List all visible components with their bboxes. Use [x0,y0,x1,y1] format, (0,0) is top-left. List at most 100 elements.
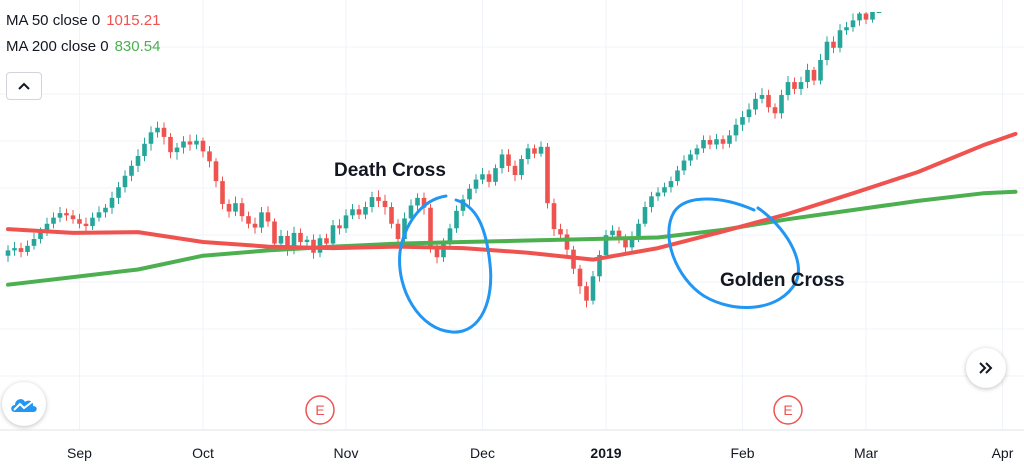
candle-body [441,244,446,258]
candle-body [870,12,875,20]
candle-body [363,206,368,215]
candle [584,281,589,308]
candle [31,232,37,250]
candle-body [200,140,206,152]
candle-body [421,197,427,208]
candle [506,149,511,172]
candle-body [473,179,479,189]
candle [233,196,238,217]
candle [558,223,563,241]
candle [382,194,388,215]
earnings-marker-label: E [783,402,792,418]
candle [155,121,160,138]
x-tick-label: Apr [992,445,1014,461]
candle-body [298,232,303,243]
candle [681,155,687,176]
candle-body [460,199,466,211]
candle-body [246,216,251,224]
candle-body [525,148,531,160]
candle [746,103,752,123]
candle-body [701,139,706,149]
earnings-marker[interactable]: E [305,395,335,425]
candle-body [122,175,128,188]
candle [857,12,862,26]
candle-body [304,239,310,243]
candle [876,12,882,13]
candle [740,111,745,131]
ma200-line [6,189,1018,287]
candle-body [343,215,349,229]
candle [103,203,108,218]
candle [850,13,856,32]
candle-body [714,139,719,145]
candle [259,206,264,233]
candle [486,170,492,188]
candle-body [70,215,76,220]
candle-body [356,209,362,215]
candle [863,12,869,25]
earnings-marker[interactable]: E [773,395,803,425]
candle-body [129,165,134,176]
candle-body [161,127,167,137]
death-cross-circle [398,194,493,334]
candle [545,143,550,209]
candle [564,229,570,256]
candle [460,194,466,217]
candle-body [759,95,765,99]
candle-body [142,143,147,156]
scroll-to-realtime-button[interactable] [966,348,1006,388]
candle [12,242,17,256]
candle [649,191,654,213]
candle [571,245,576,275]
ma50-legend-value: 1015.21 [106,12,161,29]
candle [532,144,537,159]
candle [363,201,368,220]
candle [480,168,485,185]
candle-body [506,154,511,166]
candle-body [688,154,693,161]
candle-body [545,146,550,204]
candle [109,191,115,214]
candle-body [220,181,225,204]
candle-body [590,276,596,301]
candle [844,21,849,35]
ma200-legend-row: MA 200 close 0 830.54 [6,34,160,60]
candle-body [753,98,758,110]
candle-body [382,200,388,207]
candle-body [831,41,836,48]
x-axis-ticks: Sep Oct Nov Dec 2019 Feb Mar Apr [67,445,1014,461]
candle-body [116,187,121,198]
candle [213,158,219,188]
candle-body [64,213,69,216]
candle [90,212,95,230]
candle [818,53,823,85]
candle [525,143,531,165]
candle-body [12,248,17,251]
tradingview-logo-button[interactable] [2,382,46,426]
x-tick-label: Oct [192,445,214,461]
candle-body [337,225,342,229]
candle [870,12,875,23]
candle [597,250,602,282]
candle [239,197,245,222]
candle [174,143,180,160]
candle-body [25,245,30,252]
candle-body [857,13,862,21]
candle-body [603,235,609,255]
candle-body [252,223,258,228]
candle-body [83,223,89,227]
candle [389,202,394,229]
candle [272,218,277,250]
candle-body [766,95,771,108]
candle-body [187,141,193,145]
candle-body [155,127,160,133]
collapse-legend-button[interactable] [6,72,42,100]
candle-body [577,268,583,287]
candle [252,217,258,234]
candle-body [324,238,329,244]
x-tick-label: Feb [730,445,754,461]
candle-body [818,59,823,81]
candle-body [779,95,784,114]
candle [766,89,771,113]
